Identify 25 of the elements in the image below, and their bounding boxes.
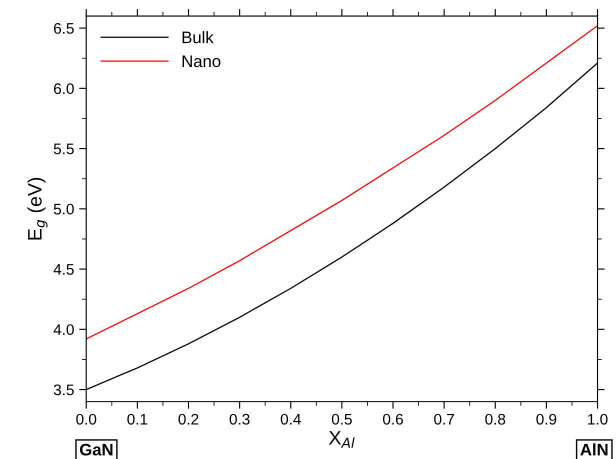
text: GaN bbox=[80, 444, 112, 456]
legend-label: Nano bbox=[182, 56, 220, 68]
y-tick-label: 6.5 bbox=[54, 22, 74, 34]
x-tick-label: 0.4 bbox=[280, 414, 301, 425]
x-tick-label: 0.5 bbox=[332, 414, 352, 425]
x-tick-label: 0.9 bbox=[536, 414, 556, 425]
x-tick-label: 0.0 bbox=[76, 414, 96, 425]
x-axis-title: X$_{Al}$ bbox=[328, 431, 355, 448]
x-tick-label: 0.3 bbox=[230, 414, 250, 425]
legend-label: Bulk bbox=[182, 31, 214, 44]
y-tick-label: 6.0 bbox=[54, 83, 74, 94]
y-tick-label: 5.0 bbox=[54, 204, 74, 215]
x-tick-label: 0.7 bbox=[434, 414, 454, 425]
text: AlN bbox=[580, 443, 608, 456]
x-tick-label: 0.6 bbox=[382, 414, 403, 425]
x-tick-label: 0.2 bbox=[178, 414, 198, 425]
y-axis-title: E$_{g}$ (eV) bbox=[27, 178, 48, 240]
y-tick-label: 4.5 bbox=[54, 264, 74, 275]
y-tick-label: 5.5 bbox=[54, 144, 74, 154]
x-tick-label: 0.8 bbox=[485, 414, 506, 425]
line-series bbox=[86, 25, 598, 340]
x-tick-label: 0.1 bbox=[127, 414, 148, 425]
x-tick-label: 1.0 bbox=[588, 414, 608, 425]
y-tick-label: 3.5 bbox=[54, 384, 74, 396]
y-tick-label: 4.0 bbox=[54, 324, 74, 336]
